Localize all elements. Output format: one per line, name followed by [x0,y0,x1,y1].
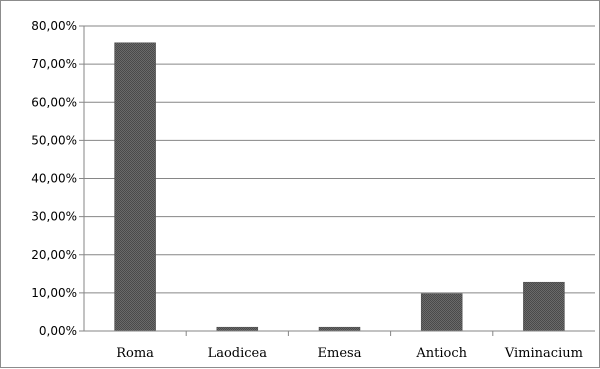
bar-emesa [318,326,361,332]
x-axis-tick-labels: Roma Laodicea Emesa Antioch Viminacium [116,346,583,361]
y-tick-label: 20,00% [31,248,77,262]
y-axis-tick-labels: 0,00% 10,00% 20,00% 30,00% 40,00% 50,00% 60,00… [31,19,77,338]
y-tick-label: 70,00% [31,57,77,71]
y-tick-label: 60,00% [31,95,77,109]
y-tick-label: 40,00% [31,172,77,186]
x-tick-label: Roma [116,346,154,361]
y-tick-label: 10,00% [31,286,77,300]
x-tick-label: Viminacium [504,346,583,361]
bar-laodicea [216,326,259,332]
y-tick-label: 0,00% [39,324,77,338]
y-tick-label: 80,00% [31,19,77,33]
bar-viminacium [523,281,565,332]
bars [114,42,565,332]
axes [79,26,595,332]
x-tick-label: Emesa [318,346,362,361]
bar-roma [114,42,156,332]
y-tick-label: 30,00% [31,210,77,224]
x-tick-label: Laodicea [208,346,268,361]
y-tick-label: 50,00% [31,133,77,147]
gridlines [79,25,595,336]
bar-antioch [420,293,463,332]
x-tick-label: Antioch [415,346,467,361]
